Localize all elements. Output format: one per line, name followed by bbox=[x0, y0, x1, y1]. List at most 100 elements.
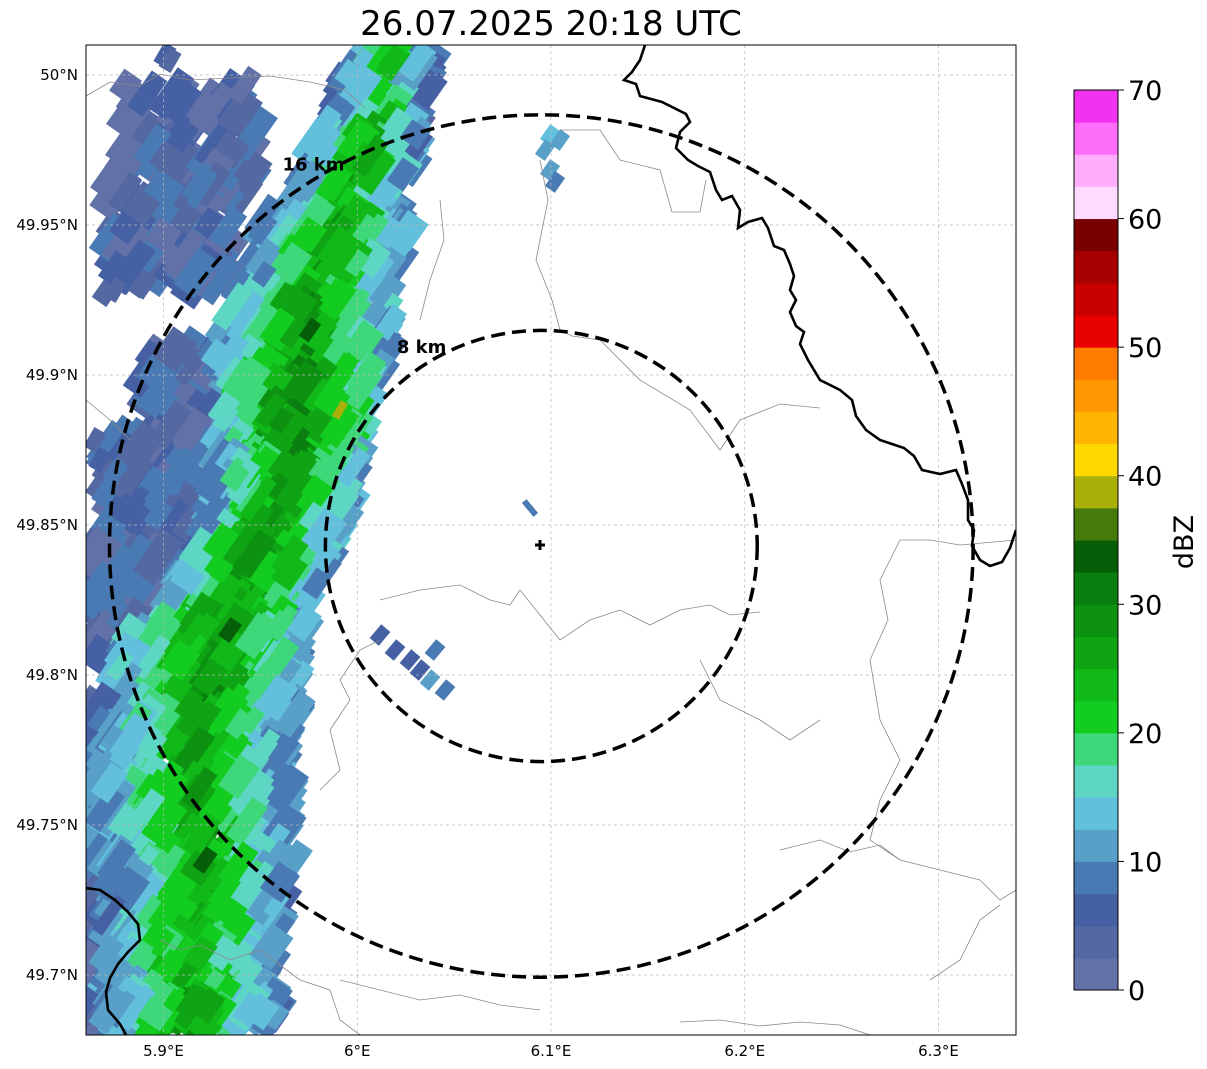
echo-cell bbox=[225, 863, 270, 910]
echo-cell bbox=[97, 250, 129, 285]
echo-cell bbox=[145, 611, 182, 649]
lat-tick-label: 50°N bbox=[40, 66, 78, 84]
colorbar-bin bbox=[1074, 347, 1118, 380]
echo-cell bbox=[326, 235, 373, 286]
echo-cell bbox=[300, 474, 334, 507]
colorbar-bin bbox=[1074, 957, 1118, 991]
lat-tick-label: 49.9°N bbox=[26, 366, 78, 384]
colorbar-bin bbox=[1074, 475, 1118, 509]
colorbar-bin bbox=[1074, 797, 1118, 830]
colorbar-bin bbox=[1074, 636, 1118, 670]
echo-cell bbox=[145, 217, 183, 255]
echo-cell bbox=[106, 650, 134, 681]
echo-cell bbox=[265, 472, 290, 499]
colorbar-bin bbox=[1074, 315, 1118, 348]
echo-cell bbox=[172, 725, 216, 776]
echo-cell bbox=[270, 534, 309, 578]
colorbar-bin bbox=[1074, 282, 1118, 316]
national-border-east bbox=[621, 45, 1016, 568]
range-ring bbox=[107, 113, 975, 979]
echo-cell bbox=[265, 404, 295, 434]
echo-cell bbox=[549, 129, 571, 151]
echo-cell bbox=[375, 45, 410, 82]
echo-cell bbox=[99, 724, 128, 754]
echo-cell bbox=[148, 140, 190, 180]
echo-cell bbox=[161, 79, 206, 127]
longitude-tick-labels: 5.9°E 6°E 6.1°E 6.2°E 6.3°E bbox=[143, 1042, 959, 1060]
echo-cell bbox=[273, 466, 315, 514]
map-title: 26.07.2025 20:18 UTC bbox=[360, 4, 742, 44]
radar-site-marker bbox=[535, 540, 545, 550]
colorbar-bin bbox=[1074, 700, 1118, 734]
echo-cell bbox=[242, 612, 280, 654]
echo-cell bbox=[192, 658, 229, 698]
echo-cell bbox=[117, 984, 156, 1031]
colorbar-bin bbox=[1074, 411, 1118, 445]
echo-cell bbox=[297, 507, 347, 562]
echo-cell bbox=[318, 278, 357, 321]
echo-cell bbox=[399, 119, 431, 150]
colorbar-bin bbox=[1074, 925, 1118, 959]
echo-cell bbox=[218, 754, 260, 800]
echo-cell bbox=[255, 392, 287, 429]
echo-cell bbox=[286, 604, 322, 642]
colorbar-bin bbox=[1074, 90, 1118, 123]
echo-cell bbox=[303, 104, 342, 149]
echo-cell bbox=[108, 211, 142, 245]
echo-cell bbox=[544, 171, 566, 193]
latitude-tick-labels: 50°N 49.95°N 49.9°N 49.85°N 49.8°N 49.75°N 49.… bbox=[16, 66, 78, 984]
map-borders bbox=[86, 45, 1016, 1035]
echo-cell bbox=[109, 68, 142, 103]
colorbar-bin bbox=[1074, 250, 1118, 284]
echo-cell bbox=[298, 490, 335, 533]
colorbar-bin bbox=[1074, 732, 1118, 766]
echo-cell bbox=[86, 785, 125, 833]
echo-cell bbox=[225, 797, 268, 846]
echo-cell bbox=[301, 552, 342, 600]
colorbar-bin bbox=[1074, 604, 1118, 637]
echo-cell bbox=[409, 659, 431, 681]
echo-cell bbox=[223, 939, 257, 979]
colorbar-frame bbox=[1073, 89, 1119, 991]
lat-tick-label: 49.95°N bbox=[16, 216, 78, 234]
national-border-southwest bbox=[86, 886, 142, 1035]
echo-core bbox=[192, 846, 218, 874]
echo-cell bbox=[351, 134, 389, 178]
echo-cell bbox=[313, 543, 340, 573]
echo-cell bbox=[312, 157, 356, 209]
echo-cell bbox=[267, 448, 301, 484]
echo-cell bbox=[132, 529, 183, 586]
echo-cell bbox=[191, 987, 226, 1024]
echo-cell bbox=[227, 65, 262, 105]
colorbar-bin bbox=[1074, 443, 1118, 477]
echo-cell bbox=[227, 766, 275, 819]
echo-cell bbox=[351, 146, 396, 196]
range-ring bbox=[323, 328, 759, 764]
lat-tick-label: 49.8°N bbox=[26, 666, 78, 684]
echo-cell bbox=[169, 561, 205, 596]
colorbar-bin bbox=[1074, 572, 1118, 605]
echo-cell bbox=[399, 649, 421, 671]
echo-cell bbox=[194, 252, 241, 306]
echo-cell bbox=[224, 708, 253, 740]
range-rings: 8 km 16 km bbox=[107, 113, 975, 979]
lat-tick-label: 49.85°N bbox=[16, 516, 78, 534]
echo-cell bbox=[175, 983, 207, 1019]
echo-cell bbox=[266, 764, 310, 812]
echo-cell bbox=[389, 209, 429, 252]
colorbar-label: dBZ bbox=[1169, 515, 1200, 569]
colorbar-tick-label: 40 bbox=[1128, 462, 1162, 493]
echo-cell bbox=[176, 612, 209, 652]
echo-cell bbox=[123, 573, 156, 606]
colorbar-bin bbox=[1074, 186, 1118, 220]
echo-cell bbox=[103, 845, 130, 876]
echo-cell bbox=[193, 207, 224, 239]
echo-cell bbox=[244, 237, 283, 280]
echo-cell bbox=[242, 992, 280, 1031]
echo-core bbox=[298, 317, 322, 343]
echo-cell bbox=[172, 247, 220, 299]
echo-cell bbox=[232, 528, 277, 580]
colorbar-tick-label: 20 bbox=[1128, 719, 1162, 750]
colorbar-bin bbox=[1074, 154, 1118, 187]
echo-cell bbox=[152, 326, 198, 373]
